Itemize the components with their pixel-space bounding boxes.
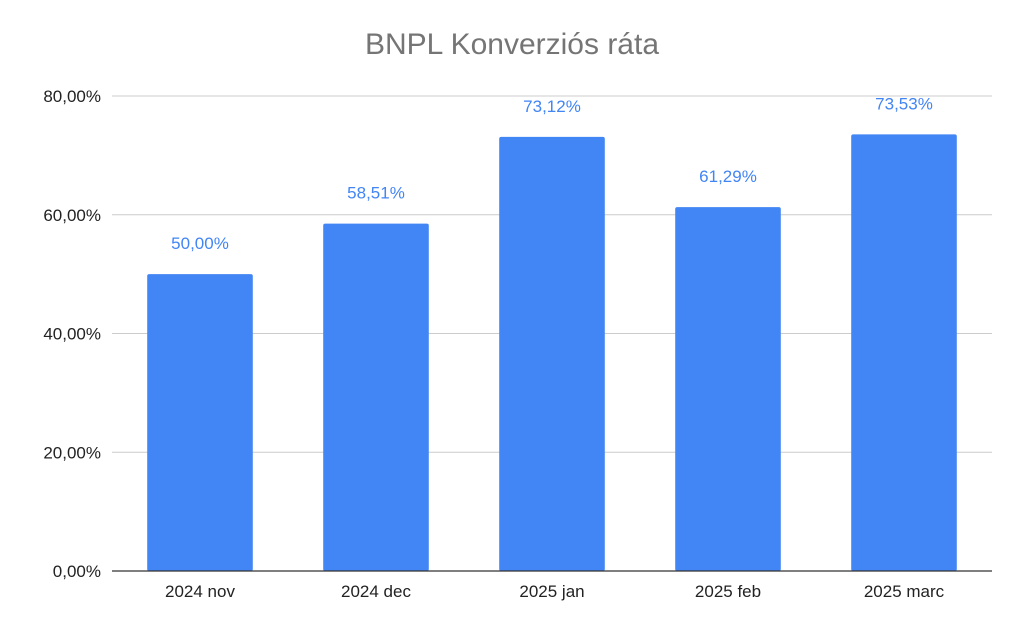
data-label: 73,12% [523,97,581,116]
y-tick-label: 0,00% [53,562,101,581]
bar [675,207,781,571]
bar [851,134,957,571]
data-label: 73,53% [875,94,933,113]
y-tick-label: 80,00% [43,87,101,106]
y-tick-label: 40,00% [43,325,101,344]
data-label: 50,00% [171,234,229,253]
chart-title: BNPL Konverziós ráta [364,28,660,61]
bar [499,136,605,571]
data-label: 58,51% [347,184,405,203]
x-tick-label: 2025 jan [519,582,584,601]
x-tick-label: 2024 nov [165,582,235,601]
y-tick-label: 60,00% [43,206,101,225]
x-tick-label: 2025 marc [864,582,945,601]
x-tick-label: 2025 feb [695,582,761,601]
data-label: 61,29% [699,167,757,186]
bars [147,134,957,572]
x-tick-label: 2024 dec [341,582,411,601]
bar [147,274,253,571]
y-tick-label: 20,00% [43,443,101,462]
labels: 0,00% 20,00% 40,00% 60,00% 80,00% 50,00% 2024 … [43,87,944,601]
bar [323,223,429,572]
